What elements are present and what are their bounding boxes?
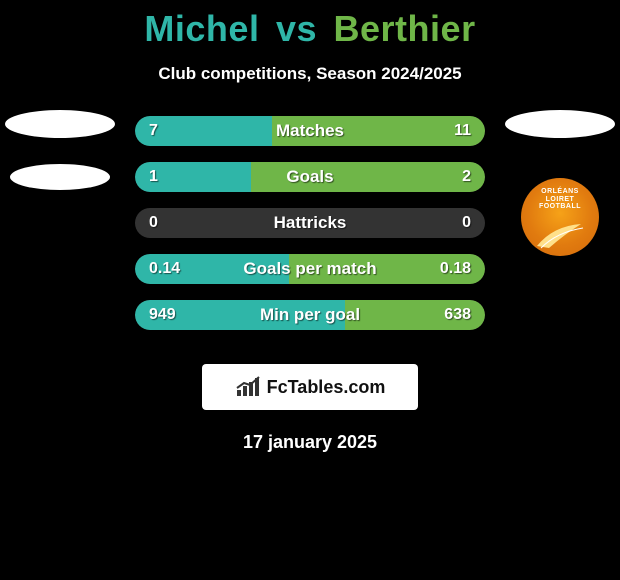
player2-avatar-placeholder (505, 110, 615, 138)
left-player-column (0, 110, 120, 190)
stat-right-value: 2 (462, 162, 471, 192)
player2-club-logo: ORLÉANS LOIRET FOOTBALL (521, 178, 599, 256)
stat-right-value: 0 (462, 208, 471, 238)
generation-date: 17 january 2025 (0, 432, 620, 453)
brand-text: FcTables.com (267, 377, 386, 398)
club-logo-line1: ORLÉANS (541, 188, 579, 196)
stat-row: 0 0Hattricks (135, 208, 485, 238)
brand-chart-icon (235, 376, 261, 398)
stat-right-fill (251, 162, 486, 192)
stat-row: 0.140.18Goals per match (135, 254, 485, 284)
stat-row: 12Goals (135, 162, 485, 192)
stat-right-value: 11 (454, 116, 471, 146)
stat-left-value: 1 (149, 162, 158, 192)
player1-name: Michel (144, 8, 259, 49)
brand-box: FcTables.com (202, 364, 418, 410)
vs-word: vs (276, 8, 317, 49)
club-logo-line3: FOOTBALL (539, 203, 581, 211)
stat-left-value: 0.14 (149, 254, 180, 284)
right-player-column: ORLÉANS LOIRET FOOTBALL (500, 110, 620, 256)
club-logo-swoosh-icon (535, 220, 585, 250)
subtitle: Club competitions, Season 2024/2025 (0, 64, 620, 84)
comparison-body: ORLÉANS LOIRET FOOTBALL 711Matches12Goal… (0, 116, 620, 346)
stat-left-value: 949 (149, 300, 176, 330)
stat-label: Hattricks (135, 208, 485, 238)
stat-left-value: 0 (149, 208, 158, 238)
stat-bars-container: 711Matches12Goals00Hattricks0.140.18Goal… (135, 116, 485, 346)
comparison-title: Michel vs Berthier (0, 0, 620, 50)
stat-right-fill (272, 116, 486, 146)
player2-name: Berthier (334, 8, 476, 49)
player1-avatar-placeholder (5, 110, 115, 138)
player1-club-placeholder (10, 164, 110, 190)
stat-left-value: 7 (149, 116, 158, 146)
stat-row: 711Matches (135, 116, 485, 146)
stat-right-value: 638 (444, 300, 471, 330)
club-logo-line2: LOIRET (546, 196, 575, 204)
stat-row: 949638Min per goal (135, 300, 485, 330)
stat-right-value: 0.18 (440, 254, 471, 284)
